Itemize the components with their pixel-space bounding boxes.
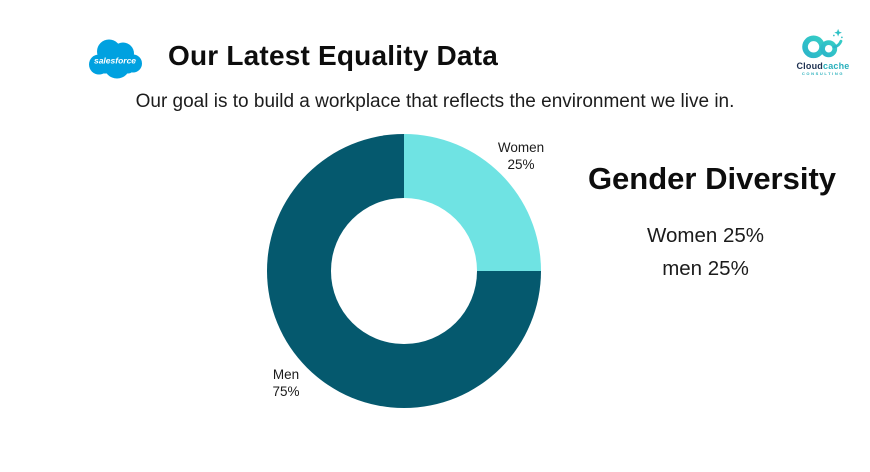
cloudcache-name-primary: Cloud xyxy=(796,61,823,71)
summary-line-women: Women 25% xyxy=(647,224,764,247)
slice-label-men: Men 75% xyxy=(251,366,321,400)
salesforce-logo-icon: salesforce xyxy=(89,39,142,79)
cloudcache-name-secondary: cache xyxy=(822,61,850,71)
cloudcache-tagline: CONSULTING xyxy=(801,71,845,76)
donut-chart xyxy=(267,134,541,408)
slice-label-women-value: 25% xyxy=(507,157,535,172)
sparkle-icon xyxy=(834,28,842,37)
slice-label-men-value: 75% xyxy=(272,384,300,399)
summary-heading: Gender Diversity xyxy=(587,161,837,196)
summary-line-men: men 25% xyxy=(662,257,749,280)
salesforce-logo-text: salesforce xyxy=(94,56,136,66)
slice-label-women-name: Women xyxy=(497,140,545,155)
donut-hole xyxy=(331,198,477,344)
slice-label-men-name: Men xyxy=(272,367,300,382)
page-subtitle: Our goal is to build a workplace that re… xyxy=(135,91,735,112)
cloudcache-logo: Cloudcache CONSULTING xyxy=(788,27,858,81)
slice-label-women: Women 25% xyxy=(486,139,556,173)
page-title: Our Latest Equality Data xyxy=(168,40,498,71)
cloudcache-logo-text: Cloudcache xyxy=(788,61,858,71)
cloudcache-cloud-icon xyxy=(802,28,843,59)
